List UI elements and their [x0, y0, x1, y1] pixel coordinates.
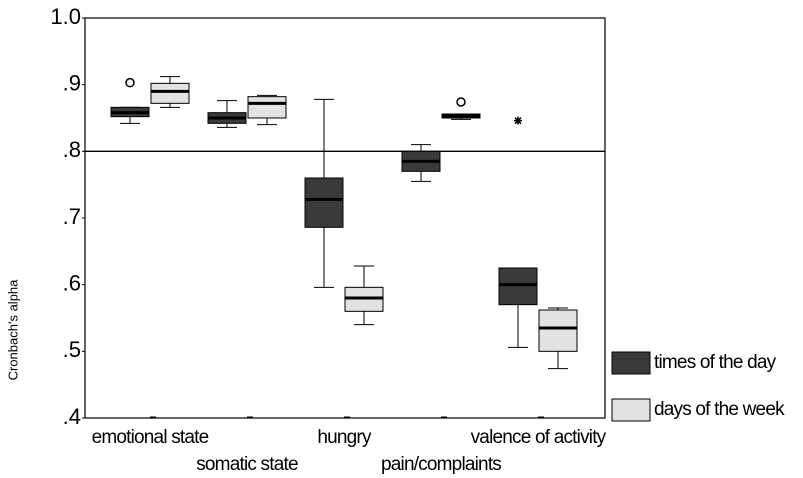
y-tick-label: .7: [63, 204, 81, 229]
x-tick-label: somatic state: [196, 454, 298, 475]
box: [150, 82, 190, 104]
y-tick-label: 1.0: [50, 4, 81, 29]
outlier: [125, 77, 135, 88]
legend-label: days of the week: [654, 399, 785, 420]
y-tick-label: .6: [63, 270, 81, 295]
box: [538, 309, 578, 352]
y-tick-label: .5: [63, 337, 81, 362]
x-tick-label: pain/complaints: [381, 454, 501, 475]
plot-frame: [84, 17, 606, 419]
outlier: [456, 97, 466, 107]
extreme: [514, 116, 522, 125]
box: [247, 96, 287, 119]
x-tick-label: valence of activity: [471, 427, 607, 448]
box: [304, 177, 344, 228]
x-tick-label: emotional state: [92, 427, 209, 448]
legend-label: times of the day: [654, 352, 777, 373]
legend-swatch: [611, 351, 651, 375]
y-tick-label: .8: [63, 137, 81, 162]
y-tick-label: .4: [63, 404, 81, 429]
y-tick-label: .9: [63, 70, 81, 95]
y-axis-label: Cronbach's alpha: [5, 279, 20, 381]
x-tick-label: hungry: [317, 427, 372, 448]
legend-swatch: [611, 398, 651, 422]
box: [498, 267, 538, 306]
